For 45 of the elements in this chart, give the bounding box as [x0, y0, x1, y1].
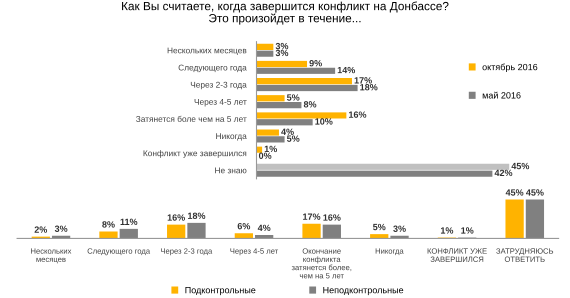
data-label: 3%	[393, 226, 406, 232]
data-label: 17%	[354, 77, 372, 84]
data-label: 45%	[526, 189, 544, 196]
data-label: 8%	[102, 221, 115, 228]
data-label: 16%	[323, 214, 341, 221]
legend-label: Неподконтрольные	[323, 287, 404, 296]
y-tick-label: Никогда	[216, 133, 247, 141]
data-label: 3%	[276, 50, 288, 56]
data-label: 45%	[506, 189, 524, 196]
data-label: 1%	[461, 227, 474, 234]
data-label: 5%	[286, 94, 300, 101]
data-label: 18%	[188, 212, 206, 219]
data-label: 14%	[338, 66, 356, 74]
legend-label: Подконтрольные	[185, 287, 256, 296]
data-label: 45%	[511, 162, 530, 170]
y-tick-label: Не знаю	[215, 168, 246, 174]
y-tick-label: Следующего года	[178, 64, 247, 72]
data-label: 2%	[34, 226, 48, 233]
data-label: 0%	[258, 152, 272, 159]
data-label: 6%	[238, 222, 250, 230]
data-label: 3%	[54, 226, 68, 232]
data-label: 16%	[349, 111, 366, 118]
data-label: 9%	[309, 60, 322, 66]
y-tick-label: Через 2-3 года	[190, 82, 247, 90]
data-label: 42%	[494, 170, 512, 176]
y-tick-label: Затянется боле чем на 5 лет	[136, 116, 247, 122]
data-label: 3%	[276, 42, 288, 50]
data-label: 5%	[372, 224, 386, 230]
data-label: 5%	[286, 135, 300, 142]
data-label: 10%	[315, 118, 333, 125]
data-label: 18%	[360, 84, 378, 90]
data-label: 11%	[120, 218, 138, 226]
data-label: 8%	[304, 101, 316, 108]
legend-label: октябрь 2016	[482, 64, 538, 72]
y-tick-label: Конфликт уже завершился	[144, 150, 246, 158]
y-tick-label: Через 4-5 лет	[194, 98, 247, 106]
data-label: 1%	[264, 146, 278, 152]
legend-label: май 2016	[482, 92, 521, 99]
data-label: 17%	[303, 213, 320, 220]
data-label: 4%	[281, 128, 294, 135]
chart-title: Как Вы считаете, когда завершится конфликт на Донбассе? Это произойдет в течение...	[122, 1, 448, 25]
y-tick-label: Нескольких месяцев	[168, 48, 246, 55]
data-label: 4%	[258, 224, 270, 232]
data-label: 16%	[168, 214, 185, 221]
data-label: 1%	[440, 227, 454, 234]
